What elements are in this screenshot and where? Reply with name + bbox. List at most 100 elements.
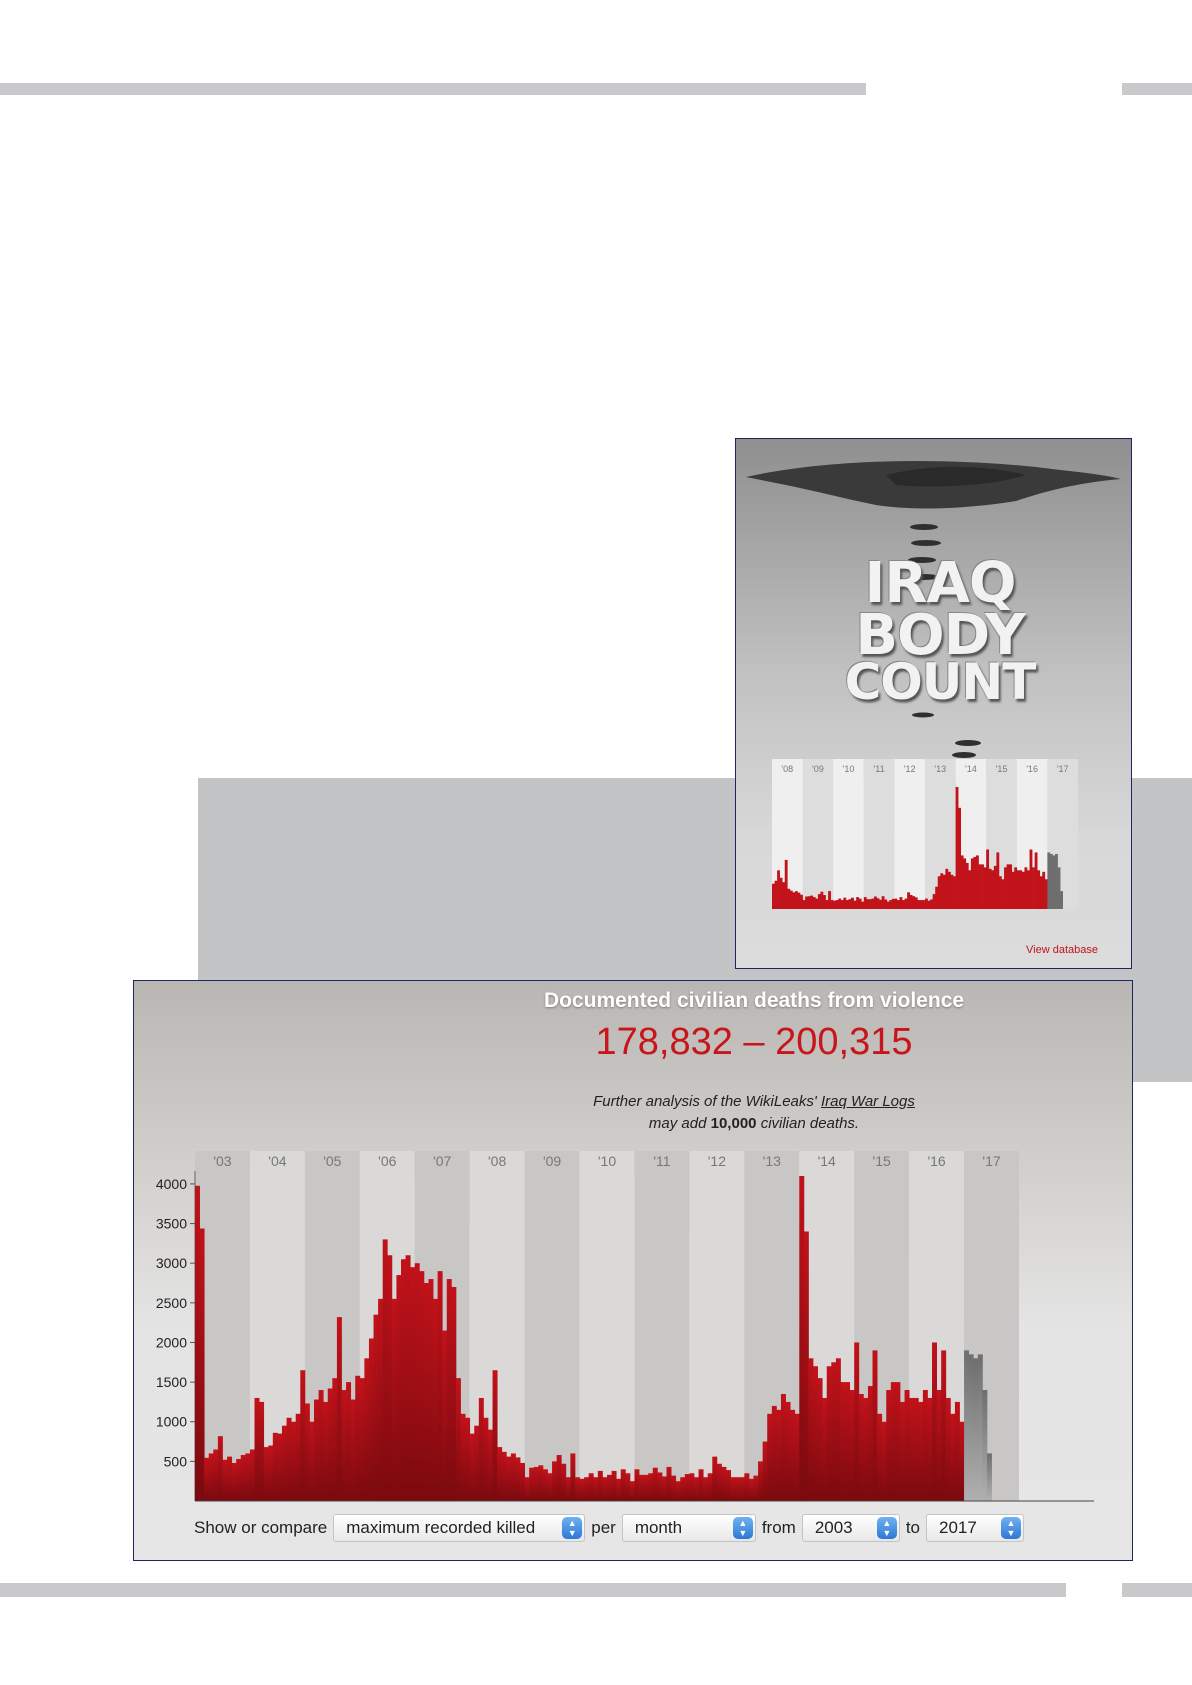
month-bar (478, 1397, 484, 1501)
poster-month-bar (1044, 879, 1048, 909)
month-bar (359, 1378, 365, 1501)
poster-month-bar (1011, 871, 1015, 909)
month-bar (899, 1401, 905, 1501)
month-bar (803, 1231, 809, 1501)
month-bar (735, 1477, 741, 1501)
poster-month-bar (935, 886, 939, 909)
poster-month-bar (840, 900, 844, 909)
poster-month-bar (1029, 849, 1033, 909)
poster-month-bar (919, 900, 923, 909)
month-bar (272, 1432, 278, 1501)
iraq-war-logs-link[interactable]: Iraq War Logs (820, 1093, 915, 1110)
poster-month-bar (830, 900, 834, 909)
month-bar (501, 1451, 507, 1501)
poster-month-bar (976, 855, 979, 909)
poster-month-bar (800, 894, 803, 909)
month-bar (286, 1417, 292, 1501)
poster-month-bar (879, 899, 882, 909)
poster-month-bar (848, 899, 852, 909)
month-bar (364, 1358, 370, 1501)
month-bar (607, 1474, 612, 1501)
month-bar (671, 1475, 677, 1501)
x-tick-label: '14 (818, 1153, 836, 1169)
poster-month-bar (953, 876, 956, 909)
to-year-select[interactable]: 2017 ▲ ▼ (926, 1514, 1024, 1542)
month-bar (204, 1457, 210, 1501)
poster-month-bar (876, 898, 880, 909)
month-bar (350, 1399, 356, 1501)
poster-year-label: '11 (874, 764, 885, 774)
month-bar (730, 1477, 736, 1501)
poster-graphic: '08 '09 '10 '11 '12 '13 '14 '15 '16 '17 (746, 461, 1121, 909)
month-bar (794, 1413, 800, 1501)
x-tick-label: '11 (653, 1153, 670, 1169)
month-bar (986, 1453, 992, 1501)
month-bar (680, 1477, 686, 1501)
month-bar (497, 1447, 503, 1501)
poster-month-bar (958, 807, 961, 909)
period-select[interactable]: month ▲ ▼ (621, 1514, 756, 1542)
month-bar (831, 1362, 837, 1501)
poster-month-bar (851, 897, 854, 909)
poster-month-bar (1027, 870, 1030, 909)
y-tick-label: 3000 (156, 1255, 187, 1271)
x-tick-label: '09 (543, 1153, 561, 1169)
poster-month-bar (777, 870, 780, 909)
poster-month-bar (817, 894, 821, 909)
poster-month-bar (973, 856, 977, 909)
poster-month-bar (889, 900, 893, 909)
month-bar (327, 1388, 333, 1501)
poster-month-bar (991, 870, 995, 909)
month-bar (382, 1239, 388, 1501)
year-band (524, 1151, 580, 1501)
month-bar (872, 1350, 878, 1501)
month-bar (895, 1382, 901, 1501)
month-bar (428, 1279, 434, 1501)
month-bar (217, 1436, 223, 1501)
month-bar (547, 1473, 553, 1501)
per-label: per (591, 1518, 616, 1537)
poster-month-bar (998, 876, 1002, 909)
month-bar (739, 1477, 745, 1501)
month-bar (941, 1350, 947, 1501)
chart-title: Documented civilian deaths from violence (543, 989, 965, 1012)
month-bar (602, 1477, 608, 1501)
poster-month-bar (815, 898, 819, 909)
month-bar (973, 1358, 979, 1501)
month-bar (593, 1477, 599, 1501)
poster-month-bar (789, 890, 793, 909)
metric-select[interactable]: maximum recorded killed ▲ ▼ (333, 1514, 586, 1542)
poster-month-bar (782, 882, 786, 909)
y-tick-label: 2500 (156, 1295, 187, 1311)
from-year-select[interactable]: 2003 ▲ ▼ (801, 1514, 900, 1542)
poster-month-bar (1021, 871, 1025, 909)
month-bar (753, 1475, 759, 1501)
poster-month-bar (986, 849, 990, 909)
from-year-value: 2003 (814, 1518, 853, 1537)
note-bold-count: 10,000 (710, 1115, 757, 1132)
poster-month-bar (881, 896, 885, 909)
month-bar (863, 1397, 869, 1501)
month-bar (410, 1267, 416, 1501)
poster-month-bar (884, 899, 888, 909)
poster-month-bar (812, 897, 816, 909)
month-bar (684, 1474, 690, 1501)
month-bar (927, 1397, 933, 1501)
month-bar (304, 1403, 310, 1501)
y-axis-ticks: 500 1000 1500 2000 2500 3000 3500 4000 (156, 1171, 196, 1501)
month-bar (616, 1478, 622, 1501)
month-bar (465, 1417, 471, 1501)
death-count-range: 178,832 – 200,315 (595, 1021, 913, 1063)
month-bar (556, 1455, 562, 1501)
view-database-link[interactable]: View database (1026, 944, 1098, 956)
metric-value: maximum recorded killed (346, 1518, 536, 1537)
poster-month-bar (843, 897, 847, 909)
month-bar (236, 1458, 242, 1501)
month-bar (433, 1298, 439, 1501)
poster-month-bar (863, 897, 867, 909)
month-bar (813, 1366, 818, 1501)
year-band (689, 1151, 745, 1501)
month-bar (231, 1462, 237, 1501)
month-bar (909, 1397, 915, 1501)
month-bar (492, 1370, 498, 1501)
